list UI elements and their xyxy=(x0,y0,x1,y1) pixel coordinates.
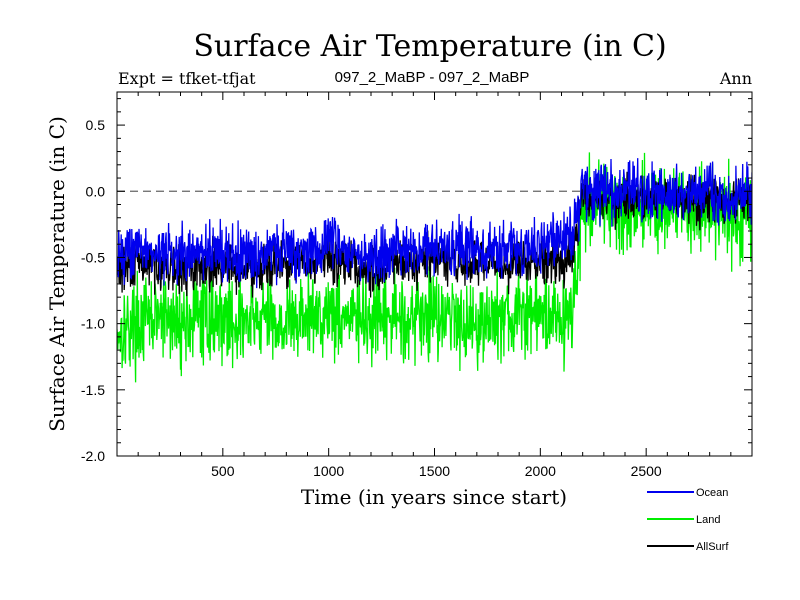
x-tick-label: 1000 xyxy=(313,463,344,479)
chart-subtitle-center: 097_2_MaBP - 097_2_MaBP xyxy=(335,69,530,86)
y-tick-label: -1.0 xyxy=(81,316,105,332)
x-tick-label: 1500 xyxy=(419,463,450,479)
legend-label-ocean: Ocean xyxy=(696,487,728,499)
legend-label-land: Land xyxy=(696,514,720,526)
chart-subtitle-left: Expt = tfket-tfjat xyxy=(118,69,256,88)
y-tick-label: 0.0 xyxy=(86,183,106,199)
y-axis: 0.5 0.0 -0.5 -1.0 -1.5 -2.0 xyxy=(81,98,752,464)
x-tick-label: 2500 xyxy=(631,463,662,479)
plot-area xyxy=(117,152,752,383)
y-tick-label: -0.5 xyxy=(81,249,105,265)
y-tick-label: -1.5 xyxy=(81,382,105,398)
x-tick-label: 2000 xyxy=(525,463,556,479)
y-axis-label: Surface Air Temperature (in C) xyxy=(45,116,69,432)
x-axis-label: Time (in years since start) xyxy=(301,485,567,509)
chart-title: Surface Air Temperature (in C) xyxy=(193,29,666,64)
legend: Ocean Land AllSurf xyxy=(647,487,729,553)
chart-subtitle-right: Ann xyxy=(719,69,752,88)
x-axis: 500 1000 1500 2000 2500 xyxy=(137,92,732,479)
y-tick-label: 0.5 xyxy=(86,117,106,133)
y-tick-label: -2.0 xyxy=(81,448,105,464)
legend-label-allsurf: AllSurf xyxy=(696,541,729,553)
series-line-ocean xyxy=(117,158,752,289)
x-tick-label: 500 xyxy=(211,463,235,479)
